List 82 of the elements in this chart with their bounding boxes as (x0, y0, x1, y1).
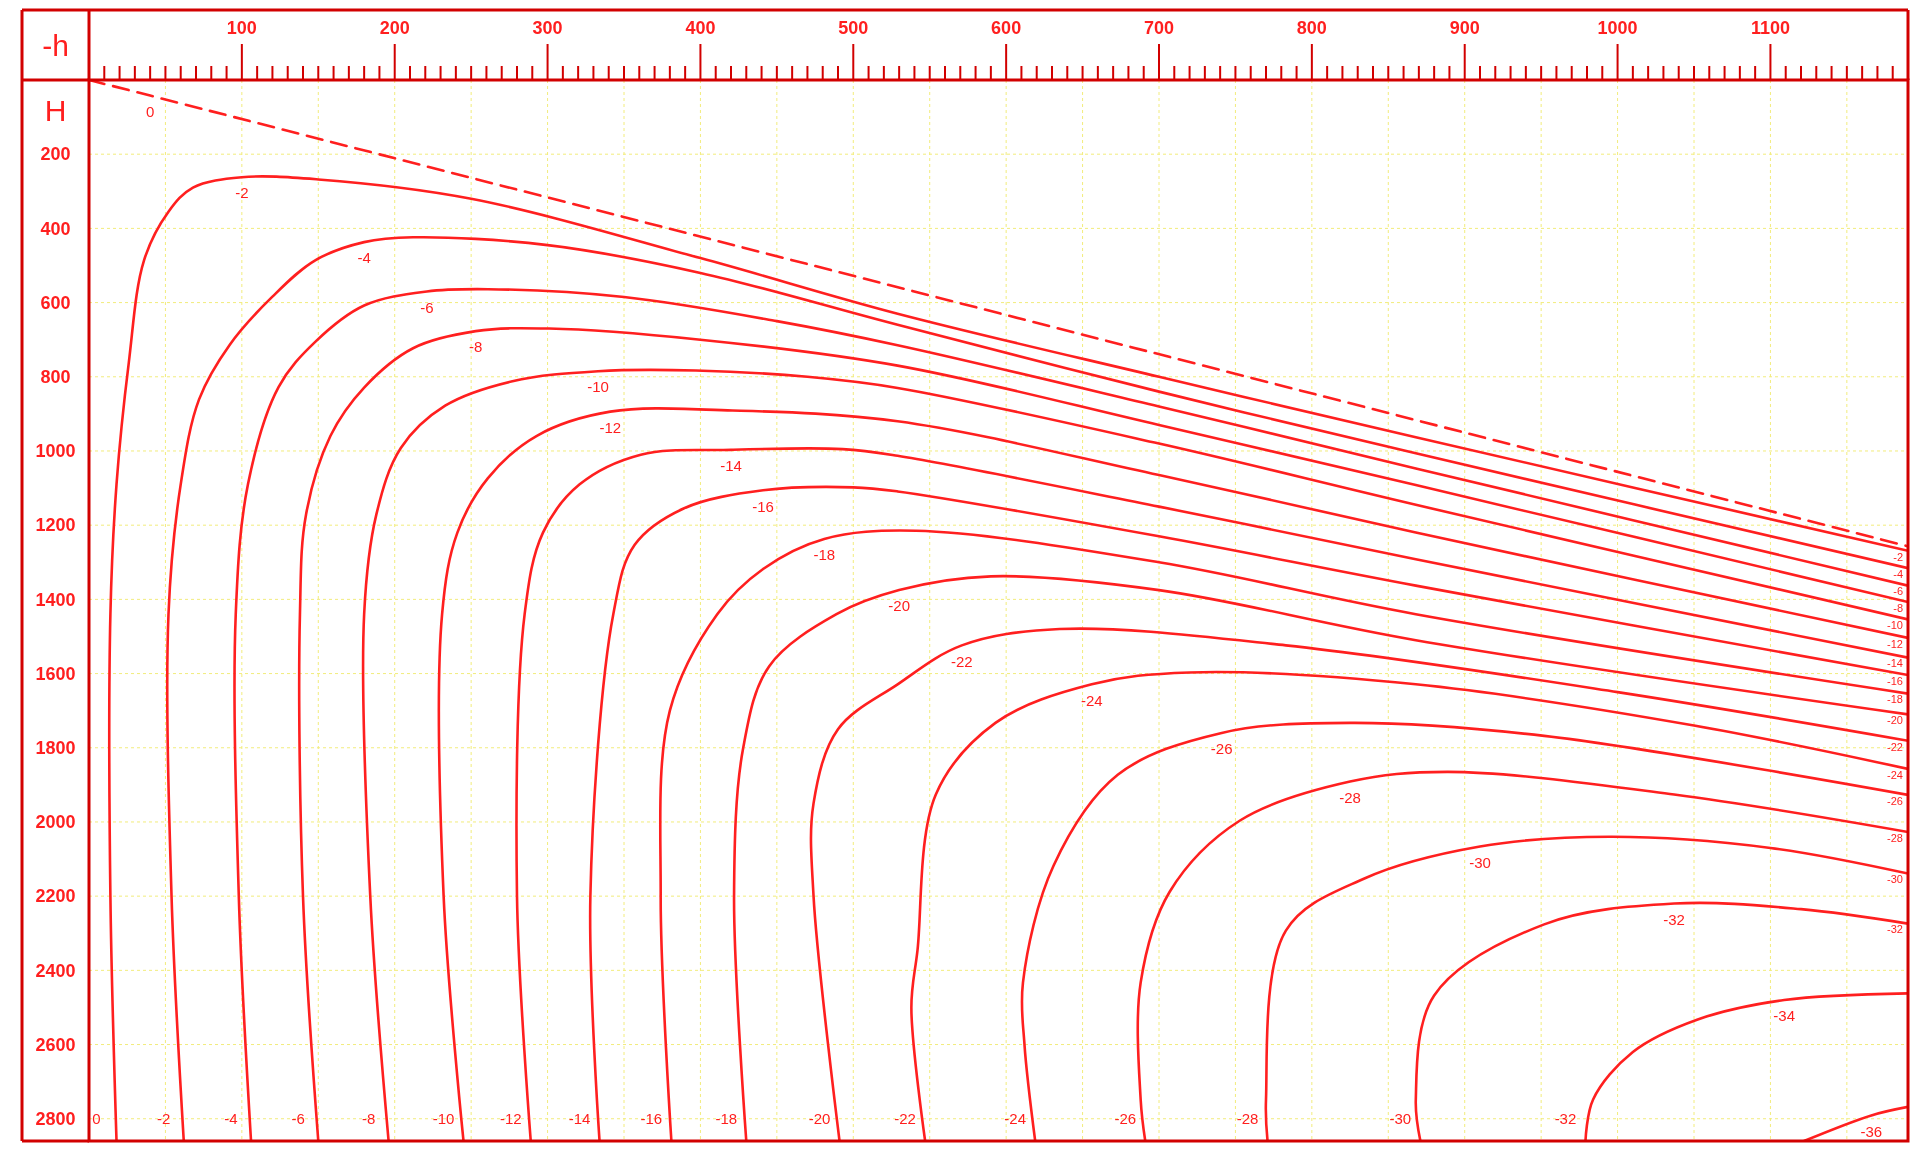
x-tick-label: 800 (1296, 18, 1327, 38)
annotation: -24 (1004, 1110, 1027, 1128)
annotation: -6 (1893, 585, 1903, 598)
annotation: -14 (568, 1110, 591, 1128)
annotation: -22 (894, 1110, 916, 1128)
line-series (1414, 901, 1908, 1141)
y-axis-title: H (44, 93, 67, 127)
annotation: -30 (1887, 873, 1903, 886)
y-tick-label: 600 (40, 292, 71, 313)
x-tick-label: 100 (226, 18, 257, 38)
annotation: -24 (1080, 691, 1103, 709)
annotation: -22 (1887, 740, 1903, 753)
annotation: -32 (1554, 1110, 1577, 1128)
y-tick-label: 1200 (35, 515, 76, 536)
annotation: -28 (1236, 1110, 1259, 1128)
y-tick-label: 1000 (35, 441, 76, 462)
y-tick-label: 2800 (35, 1109, 76, 1130)
annotation: -10 (432, 1110, 455, 1128)
annotation: -36 (1860, 1122, 1883, 1140)
annotation: -32 (1663, 910, 1685, 928)
y-tick-label: 800 (40, 367, 71, 388)
annotation: 0 (92, 1110, 101, 1128)
annotation: -30 (1469, 853, 1491, 871)
x-tick-label: 700 (1143, 18, 1175, 38)
x-tick-label: 1000 (1597, 18, 1638, 38)
annotation: -16 (752, 497, 774, 515)
annotation: -16 (1887, 674, 1903, 687)
annotation: -12 (499, 1110, 522, 1128)
annotation: -12 (599, 418, 622, 436)
annotation: -2 (235, 184, 249, 202)
annotation: -28 (1339, 788, 1361, 806)
line-series (1584, 992, 1908, 1141)
annotation: -8 (361, 1110, 376, 1128)
annotation: -20 (888, 597, 910, 615)
annotation: -20 (1887, 714, 1903, 727)
annotation: -14 (720, 457, 742, 475)
annotation: 0 (145, 102, 155, 120)
x-axis-title: -h (42, 28, 69, 62)
x-tick-label: 600 (991, 18, 1022, 38)
annotation: -14 (1887, 657, 1903, 670)
annotation: -8 (1893, 601, 1903, 614)
annotation: -24 (1887, 768, 1903, 781)
annotation: -26 (1210, 740, 1233, 758)
y-tick-label: 400 (40, 218, 71, 239)
y-tick-label: 2400 (35, 960, 76, 981)
annotation: -20 (808, 1110, 831, 1128)
annotation: -4 (1893, 568, 1903, 581)
annotation: -6 (291, 1110, 305, 1128)
annotation: -16 (640, 1110, 663, 1128)
x-tick-label: 1100 (1750, 18, 1790, 38)
annotation: -2 (157, 1110, 171, 1128)
annotation: -6 (420, 298, 434, 316)
annotation: -18 (715, 1110, 738, 1128)
line-series (1264, 835, 1908, 1141)
annotation: -22 (950, 652, 973, 670)
y-tick-label: 1800 (35, 738, 76, 759)
annotation: -28 (1887, 831, 1903, 844)
annotation: -4 (357, 249, 371, 267)
x-tick-label: 400 (685, 18, 716, 38)
annotation: -12 (1887, 637, 1903, 650)
annotation: -18 (1887, 693, 1903, 706)
annotation: -32 (1887, 923, 1903, 936)
annotation: -4 (224, 1110, 238, 1128)
annotation: -30 (1389, 1110, 1412, 1128)
x-tick-label: 900 (1449, 18, 1480, 38)
y-tick-label: 200 (40, 144, 71, 165)
annotation: -18 (813, 546, 836, 564)
annotation: -34 (1773, 1007, 1796, 1025)
x-tick-label: 300 (532, 18, 563, 38)
x-tick-label: 200 (379, 18, 410, 38)
annotation: -8 (469, 338, 483, 356)
annotation: -10 (587, 378, 609, 396)
annotation: -10 (1887, 619, 1903, 632)
annotation: -2 (1893, 550, 1903, 563)
y-tick-label: 1400 (35, 589, 76, 610)
y-tick-label: 2200 (35, 886, 76, 907)
annotation: -26 (1114, 1110, 1137, 1128)
y-tick-label: 1600 (35, 663, 76, 684)
annotation: -26 (1887, 794, 1903, 807)
x-tick-label: 500 (838, 18, 869, 38)
y-tick-label: 2000 (35, 812, 76, 833)
y-tick-label: 2600 (35, 1034, 76, 1055)
